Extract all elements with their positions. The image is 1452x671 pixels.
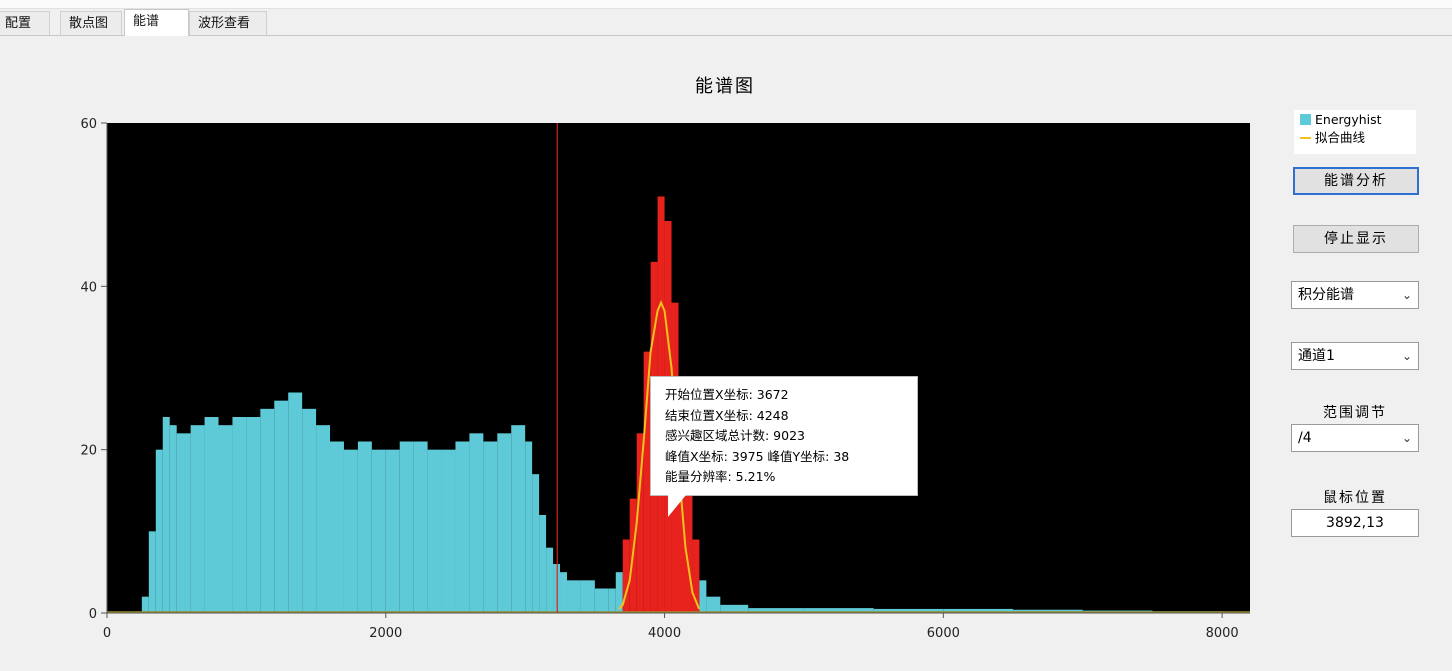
histogram-bar: [483, 441, 498, 613]
roi-bar: [622, 539, 630, 613]
x-tick-label: 4000: [648, 626, 681, 641]
histogram-bar: [371, 449, 386, 613]
histogram-bar: [706, 596, 721, 613]
tooltip-roi-count: 感兴趣区域总计数: 9023: [665, 428, 805, 443]
range-value: /4: [1298, 430, 1312, 446]
histogram-bar: [615, 572, 623, 613]
histogram-bar: [399, 441, 414, 613]
roi-bar: [685, 474, 693, 613]
channel-value: 通道1: [1298, 348, 1335, 364]
tooltip-resolution: 能量分辨率: 5.21%: [665, 469, 776, 484]
histogram-bar: [699, 580, 707, 613]
legend-item-hist: Energyhist: [1300, 112, 1382, 128]
histogram-bar: [525, 441, 533, 613]
histogram-bar: [232, 417, 247, 613]
histogram-bar: [204, 417, 219, 613]
histogram-bar: [148, 531, 156, 613]
range-label: 范围调节: [1323, 405, 1387, 421]
histogram-bar: [943, 608, 1014, 613]
analyze-spectrum-button[interactable]: 能谱分析: [1293, 167, 1419, 195]
histogram-bar: [162, 417, 170, 613]
y-tick-label: 40: [80, 280, 97, 295]
histogram-bar: [511, 425, 526, 613]
legend-swatch-fit: [1300, 137, 1311, 139]
histogram-bar: [532, 474, 540, 613]
histogram-bar: [469, 433, 484, 613]
y-tick-label: 60: [80, 117, 97, 132]
histogram-bar: [302, 408, 317, 613]
chevron-down-icon[interactable]: ⌄: [1401, 349, 1412, 363]
histogram-bar: [413, 441, 428, 613]
histogram-bar: [608, 588, 616, 613]
tooltip-peak: 峰值X坐标: 3975 峰值Y坐标: 38: [665, 448, 850, 464]
tab-waveform[interactable]: 波形查看: [189, 11, 267, 35]
tab-bar: 配置 散点图 能谱 波形查看: [0, 9, 1452, 36]
tab-spectrum[interactable]: 能谱: [124, 9, 189, 36]
histogram-bar: [218, 425, 233, 613]
roi-tooltip: 开始位置X坐标: 3672 结束位置X坐标: 4248 感兴趣区域总计数: 90…: [650, 376, 918, 496]
histogram-bar: [176, 433, 191, 613]
histogram-bar: [343, 449, 358, 613]
spectrum-mode-value: 积分能谱: [1298, 287, 1354, 303]
histogram-bar: [155, 449, 163, 613]
chevron-down-icon[interactable]: ⌄: [1401, 431, 1412, 445]
range-select[interactable]: /4 ⌄: [1291, 424, 1419, 452]
tooltip-pointer: [668, 495, 686, 517]
histogram-bar: [316, 425, 331, 613]
histogram-bar: [566, 580, 581, 613]
x-tick-label: 2000: [369, 626, 402, 641]
chart-legend: Energyhist 拟合曲线: [1294, 110, 1416, 154]
roi-bar: [636, 433, 644, 613]
histogram-bar: [560, 572, 567, 613]
histogram-bar: [288, 392, 303, 613]
x-tick-label: 0: [103, 626, 111, 641]
mouse-position-label: 鼠标位置: [1323, 490, 1387, 506]
legend-label-fit: 拟合曲线: [1315, 130, 1366, 145]
histogram-bar: [553, 564, 561, 613]
tab-scatter[interactable]: 散点图: [60, 11, 122, 35]
histogram-bar: [748, 608, 804, 613]
y-tick-label: 20: [80, 444, 97, 459]
histogram-bar: [497, 433, 512, 613]
histogram-bar: [546, 547, 554, 613]
window-top-strip: [0, 0, 1452, 9]
histogram-bar: [455, 441, 470, 613]
histogram-bar: [169, 425, 177, 613]
x-tick-label: 8000: [1206, 626, 1239, 641]
roi-bar: [692, 539, 700, 613]
tab-config[interactable]: 配置: [0, 11, 50, 35]
histogram-bar: [720, 604, 749, 613]
fit-curve-line: [618, 300, 701, 610]
tooltip-end-x: 结束位置X坐标: 4248: [665, 407, 789, 423]
spectrum-mode-select[interactable]: 积分能谱 ⌄: [1291, 281, 1419, 309]
histogram-bar: [385, 449, 400, 613]
histogram-bar: [441, 449, 456, 613]
channel-select[interactable]: 通道1 ⌄: [1291, 342, 1419, 370]
histogram-bar: [427, 449, 442, 613]
x-tick-label: 6000: [927, 626, 960, 641]
histogram-bar: [274, 400, 289, 613]
histogram-bar: [330, 441, 344, 613]
histogram-bar: [580, 580, 595, 613]
histogram-bar: [803, 608, 874, 613]
histogram-bar: [190, 425, 205, 613]
tooltip-start-x: 开始位置X坐标: 3672: [665, 387, 789, 402]
chevron-down-icon[interactable]: ⌄: [1401, 288, 1412, 302]
legend-label-hist: Energyhist: [1315, 112, 1382, 127]
stop-display-button[interactable]: 停止显示: [1293, 225, 1419, 253]
mouse-position-field[interactable]: 3892,13: [1291, 509, 1419, 537]
legend-item-fit: 拟合曲线: [1300, 130, 1365, 146]
histogram-bar: [246, 417, 261, 613]
histogram-bar: [260, 408, 275, 613]
histogram-bar: [141, 596, 149, 613]
chart-title: 能谱图: [695, 76, 755, 97]
y-tick-label: 0: [89, 607, 97, 622]
histogram-bar: [539, 515, 547, 613]
legend-swatch-hist: [1300, 114, 1311, 125]
histogram-bar: [594, 588, 609, 613]
histogram-bar: [357, 441, 372, 613]
histogram-bar: [873, 608, 944, 613]
roi-bar: [643, 351, 651, 613]
